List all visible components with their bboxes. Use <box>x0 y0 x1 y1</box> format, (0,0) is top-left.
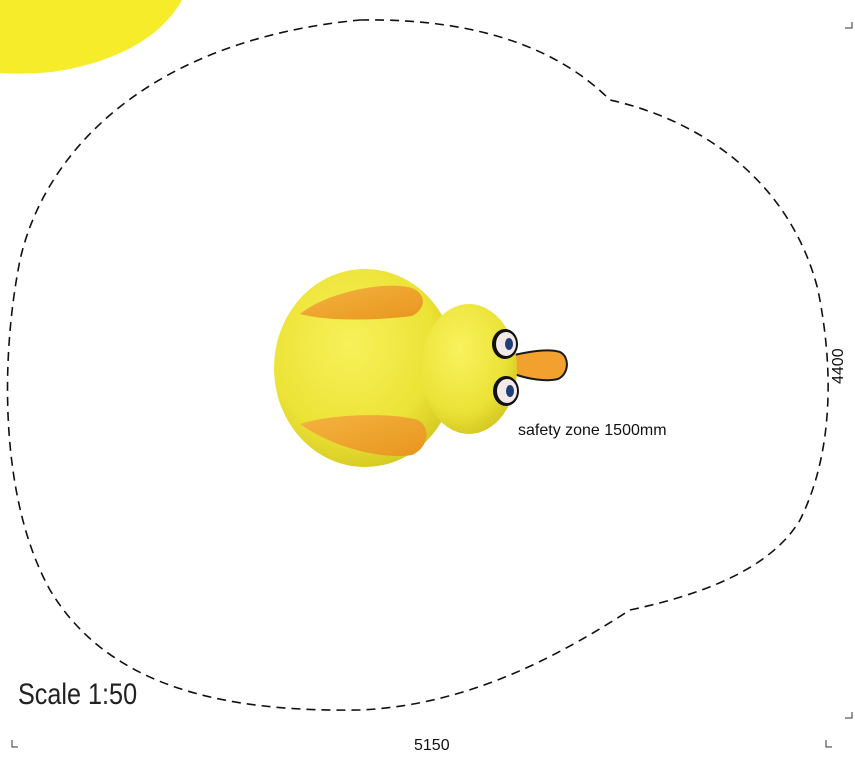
height-dimension: 4400 <box>830 348 847 384</box>
duck-beak <box>513 349 568 382</box>
corner-yellow-shape <box>0 0 182 74</box>
duck-wing-top <box>300 285 423 320</box>
crop-marks <box>11 22 853 748</box>
duck-body <box>274 269 456 467</box>
scale-label: Scale 1:50 <box>18 678 138 711</box>
safety-zone-label: safety zone 1500mm <box>518 422 667 439</box>
safety-zone-outline <box>6 19 829 711</box>
duck-eye-top <box>492 329 518 359</box>
duck-eye-bottom <box>493 376 519 406</box>
duck-head <box>421 304 517 434</box>
width-dimension: 5150 <box>414 737 450 754</box>
duck-wing-bottom <box>300 415 427 457</box>
